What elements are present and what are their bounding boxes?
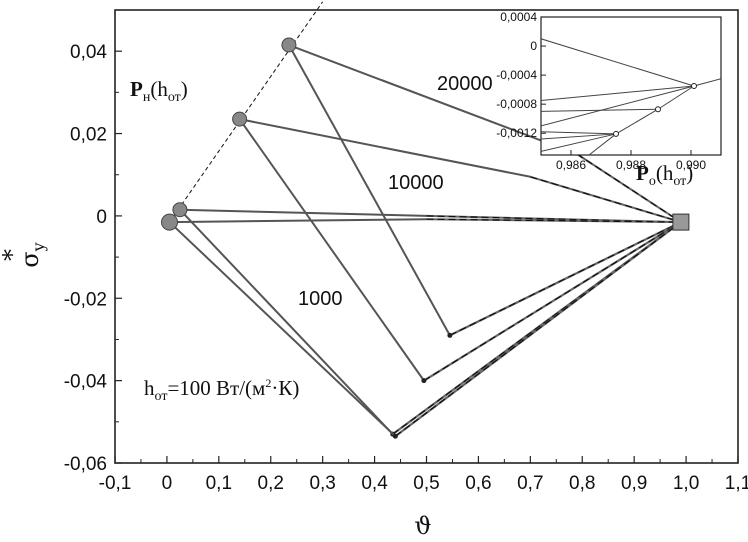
curve-100-down bbox=[168, 221, 397, 437]
y-tick-label: -0,02 bbox=[64, 289, 107, 310]
inset-curve-line bbox=[657, 85, 695, 110]
label-h100-h: h bbox=[144, 376, 155, 400]
y-axis-title: σy * bbox=[0, 242, 48, 267]
curve-20000-trip-point bbox=[447, 332, 453, 338]
curve-10000-top-dash bbox=[530, 176, 682, 223]
curve-100-start-point bbox=[161, 213, 179, 231]
label-po-close: ) bbox=[686, 161, 693, 185]
endpoint-square bbox=[672, 213, 690, 231]
x-tick-label: 0 bbox=[162, 473, 173, 494]
inset-curve-line bbox=[615, 108, 659, 135]
x-tick-label: 0,2 bbox=[258, 473, 284, 494]
inset-curve-line bbox=[588, 133, 617, 155]
inset-x-tick-label: 0,988 bbox=[616, 158, 646, 172]
label-pn-close: ) bbox=[181, 77, 188, 101]
y-tick-label: 0,02 bbox=[70, 125, 107, 146]
x-tick-label: 0,4 bbox=[361, 473, 388, 494]
inset-y-tick-label: -0,0008 bbox=[496, 97, 537, 111]
inset-curve-line bbox=[541, 85, 695, 127]
y-ticks: 0,04 0,02 0 -0,02 -0,04 -0,06 bbox=[64, 42, 122, 475]
inset-point bbox=[655, 106, 661, 113]
inset-x-tick-label: 0,990 bbox=[676, 158, 706, 172]
label-h100-end: ·К) bbox=[271, 376, 299, 400]
inset-point bbox=[691, 83, 697, 89]
label-pn-sub: н bbox=[143, 90, 151, 105]
curves bbox=[161, 37, 682, 439]
inset-curve-line bbox=[541, 85, 695, 102]
label-h100-sup: 2 bbox=[265, 376, 271, 390]
inset-y-tick-label: -0,0004 bbox=[496, 68, 537, 82]
label-po: Pо(hот) bbox=[636, 161, 693, 189]
curve-10000-down bbox=[238, 118, 425, 382]
label-po-sub: о bbox=[649, 174, 656, 189]
x-tick-label: 0,1 bbox=[206, 473, 232, 494]
x-tick-label: 0,6 bbox=[465, 473, 491, 494]
inset-curves bbox=[541, 38, 721, 155]
y-tick-label: -0,04 bbox=[64, 372, 108, 393]
curve-20000-return-dash bbox=[449, 221, 682, 336]
curve-1000-down bbox=[179, 209, 394, 435]
x-tick-label: 0,5 bbox=[413, 473, 439, 494]
x-tick-label: 0,9 bbox=[621, 473, 647, 494]
curve-20000-top-dash bbox=[576, 153, 682, 223]
inset-curve-line bbox=[541, 38, 695, 87]
inset-curve-line bbox=[541, 131, 617, 135]
inset-curve-line bbox=[541, 133, 617, 140]
inset-curve-line bbox=[541, 133, 617, 152]
label-h100-sub: от bbox=[155, 389, 168, 404]
curve-10000-trip-point bbox=[421, 378, 427, 384]
y-tick-label: -0,06 bbox=[64, 454, 107, 475]
x-ticks: -0,1 0 0,1 0,2 0,3 0,4 0,5 0,6 0,7 0,8 0,9 1,0 1,1 bbox=[99, 456, 748, 494]
y-axis-title-sub: y bbox=[29, 242, 48, 252]
label-pn-p: P bbox=[130, 77, 143, 101]
inset-point bbox=[613, 130, 619, 137]
svg-text:σy: σy bbox=[16, 242, 48, 267]
pn-dashed-line bbox=[169, 1, 324, 223]
inset-x-tick-label: 0,986 bbox=[556, 158, 586, 172]
label-pn: Pн(hот) bbox=[130, 77, 188, 105]
curve-1000-start-point bbox=[172, 202, 188, 218]
y-tick-label: 0 bbox=[96, 207, 107, 228]
inset-y-tick-label: 0,0004 bbox=[500, 10, 537, 24]
label-h100-rest: =100 Вт/(м bbox=[167, 376, 265, 400]
inset-lines bbox=[541, 38, 721, 155]
curve-1000-top bbox=[179, 208, 427, 217]
inset-chart: 0,0004 0 -0,0004 -0,0008 -0,0012 0,986 0,988 0,… bbox=[496, 10, 722, 172]
inset-curve-line bbox=[693, 78, 721, 87]
x-tick-label: -0,1 bbox=[99, 473, 132, 494]
label-pn-paren: (h bbox=[150, 77, 168, 101]
curve-100-return-dash bbox=[394, 221, 682, 437]
curve-100-trip-point bbox=[392, 433, 398, 439]
label-pn-sub2: от bbox=[168, 90, 181, 105]
label-1000: 1000 bbox=[298, 288, 343, 310]
inset-y-tick-label: 0 bbox=[530, 39, 537, 53]
curve-10000-start-point bbox=[232, 111, 248, 127]
curve-100-top bbox=[169, 218, 427, 224]
curve-20000-start-point bbox=[281, 37, 297, 53]
label-h100: hот=100 Вт/(м2·К) bbox=[144, 376, 299, 404]
y-axis-title-sigma: σ bbox=[16, 251, 44, 267]
curve-100-top-dash bbox=[426, 218, 681, 223]
curve-20000-top bbox=[288, 44, 578, 156]
curve-10000-top bbox=[239, 118, 531, 178]
x-axis-title: ϑ bbox=[414, 512, 431, 540]
inset-y-tick-label: -0,0012 bbox=[496, 126, 537, 140]
label-20000: 20000 bbox=[437, 73, 493, 95]
label-po-sub2: от bbox=[673, 174, 686, 189]
x-tick-label: 1,1 bbox=[725, 473, 748, 494]
x-tick-label: 0,7 bbox=[517, 473, 543, 494]
y-axis-title-sup: * bbox=[0, 249, 26, 261]
x-tick-label: 0,3 bbox=[309, 473, 335, 494]
y-tick-label: 0,04 bbox=[70, 42, 107, 63]
curve-20000-down bbox=[288, 44, 451, 336]
label-po-paren: (h bbox=[656, 161, 674, 185]
inset-ticks: 0,0004 0 -0,0004 -0,0008 -0,0012 0,986 0,988 0,… bbox=[496, 10, 706, 172]
label-po-p: P bbox=[636, 161, 649, 185]
label-10000: 10000 bbox=[388, 172, 444, 194]
curve-10000-return-dash bbox=[423, 221, 682, 382]
x-tick-label: 1,0 bbox=[673, 473, 699, 494]
x-tick-label: 0,8 bbox=[569, 473, 595, 494]
